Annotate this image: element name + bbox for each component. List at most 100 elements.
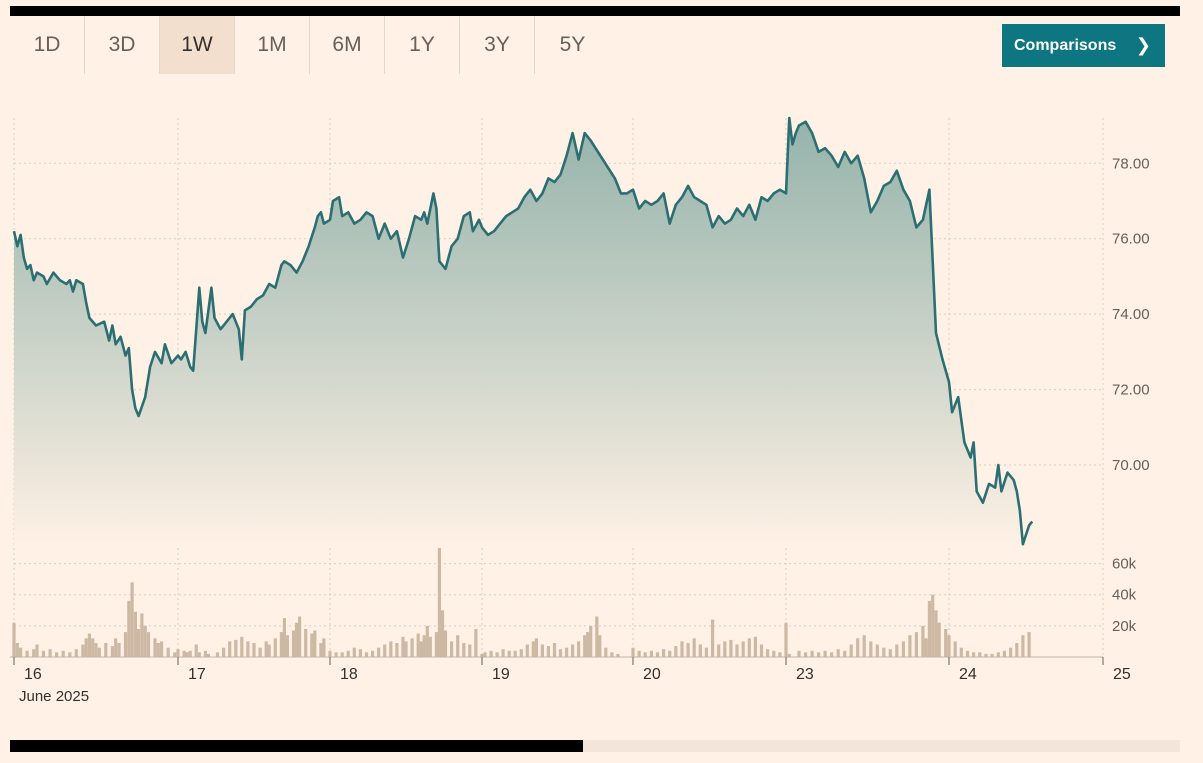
volume-bar xyxy=(428,636,432,657)
volume-bar xyxy=(869,641,873,657)
volume-bar xyxy=(182,650,186,657)
volume-bar xyxy=(610,652,614,657)
volume-bar xyxy=(133,611,137,657)
volume-bar xyxy=(146,632,151,657)
volume-bar xyxy=(972,652,976,657)
volume-bar xyxy=(741,641,745,657)
volume-bar xyxy=(996,652,1000,657)
volume-bar xyxy=(489,650,493,657)
volume-bar xyxy=(91,638,95,657)
y-tick-label: 70.00 xyxy=(1112,457,1150,474)
volume-bar xyxy=(540,644,544,657)
volume-bar xyxy=(817,652,821,657)
volume-bar xyxy=(389,641,393,657)
volume-bar xyxy=(48,649,52,657)
x-tick-label: 18 xyxy=(340,666,358,683)
volume-bar xyxy=(668,650,672,657)
tab-5y[interactable]: 5Y xyxy=(559,33,586,56)
volume-bar xyxy=(1009,647,1013,657)
x-tick-label: 23 xyxy=(796,666,814,683)
volume-bar xyxy=(215,652,220,657)
volume-bar xyxy=(965,650,970,657)
volume-bar xyxy=(984,653,988,657)
volume-bar xyxy=(123,632,128,657)
volume-bar xyxy=(340,652,344,657)
volume-bar xyxy=(753,636,757,657)
volume-bars xyxy=(12,548,1031,657)
volume-bar xyxy=(480,653,484,657)
volume-bar xyxy=(32,649,36,657)
tab-6m[interactable]: 6M xyxy=(310,16,385,74)
volume-bar xyxy=(55,652,59,657)
volume-bar xyxy=(546,646,550,657)
volume-bar xyxy=(110,646,114,657)
volume-bar xyxy=(194,644,198,657)
tab-1w[interactable]: 1W xyxy=(160,16,235,74)
volume-bar xyxy=(637,650,641,657)
volume-bar xyxy=(203,650,207,657)
range-scrollbar[interactable] xyxy=(10,740,1180,752)
volume-bar xyxy=(836,649,840,657)
volume-bar xyxy=(583,635,587,657)
volume-bar xyxy=(291,630,296,657)
volume-bar xyxy=(586,632,590,657)
chevron-right-icon: ❯ xyxy=(1135,35,1151,55)
volume-bar xyxy=(68,652,72,657)
volume-bar xyxy=(921,625,925,657)
volume-bar xyxy=(888,649,892,657)
volume-bar xyxy=(12,622,16,657)
volume-bar xyxy=(797,650,801,657)
volume-bar xyxy=(577,641,581,657)
x-tick-label: 16 xyxy=(24,666,42,683)
volume-bar xyxy=(680,641,684,657)
volume-bar xyxy=(153,638,157,657)
volume-bar xyxy=(25,650,29,657)
tab-3d[interactable]: 3D xyxy=(85,16,160,74)
volume-bar xyxy=(104,643,108,657)
price-line xyxy=(12,116,1034,546)
volume-bar xyxy=(931,594,935,657)
volume-bar xyxy=(404,641,408,657)
volume-bar xyxy=(173,652,177,657)
volume-bar xyxy=(117,643,121,657)
volume-bar xyxy=(901,641,905,657)
price-area xyxy=(14,118,1033,548)
volume-bar xyxy=(778,652,782,657)
volume-bar xyxy=(589,625,593,657)
y-tick-label: 78.00 xyxy=(1112,155,1150,172)
range-tabs: 1D 3D 1W 1M 6M 1Y 3Y 5Y xyxy=(10,16,610,74)
volume-bar xyxy=(927,600,931,657)
volume-bar xyxy=(875,644,879,657)
tab-1y[interactable]: 1Y xyxy=(385,16,460,74)
volume-bar xyxy=(1015,643,1019,657)
x-tick-label: 20 xyxy=(643,666,661,683)
volume-bar xyxy=(978,652,982,657)
volume-bar xyxy=(759,644,764,657)
volume-bar xyxy=(513,650,517,657)
volume-bar xyxy=(282,618,286,657)
axes: 78.00 76.00 74.00 72.00 70.00 60k 40k 20k 16 17 18… xyxy=(10,155,1150,705)
volume-bar xyxy=(143,625,147,657)
volume-bar xyxy=(483,652,487,657)
volume-bar xyxy=(787,653,791,657)
volume-bar xyxy=(422,635,426,657)
volume-bar xyxy=(35,644,39,657)
volume-bar xyxy=(772,650,776,657)
tab-3y[interactable]: 3Y xyxy=(460,16,535,74)
tab-1d[interactable]: 1D xyxy=(10,16,85,74)
volume-bar xyxy=(655,652,660,657)
range-scrollbar-thumb[interactable] xyxy=(10,740,583,752)
volume-bar xyxy=(895,644,899,657)
volume-bar xyxy=(908,635,912,657)
volume-bar xyxy=(166,647,170,657)
tab-1m[interactable]: 1M xyxy=(235,16,310,74)
volume-bar xyxy=(823,650,827,657)
volume-bar xyxy=(674,646,678,657)
y-tick-label: 72.00 xyxy=(1112,382,1150,399)
volume-bar xyxy=(84,638,88,657)
volume-bar xyxy=(519,649,523,657)
volume-bar xyxy=(704,647,708,657)
volume-bar xyxy=(310,633,314,657)
comparisons-button[interactable]: Comparisons ❯ xyxy=(1002,24,1165,67)
